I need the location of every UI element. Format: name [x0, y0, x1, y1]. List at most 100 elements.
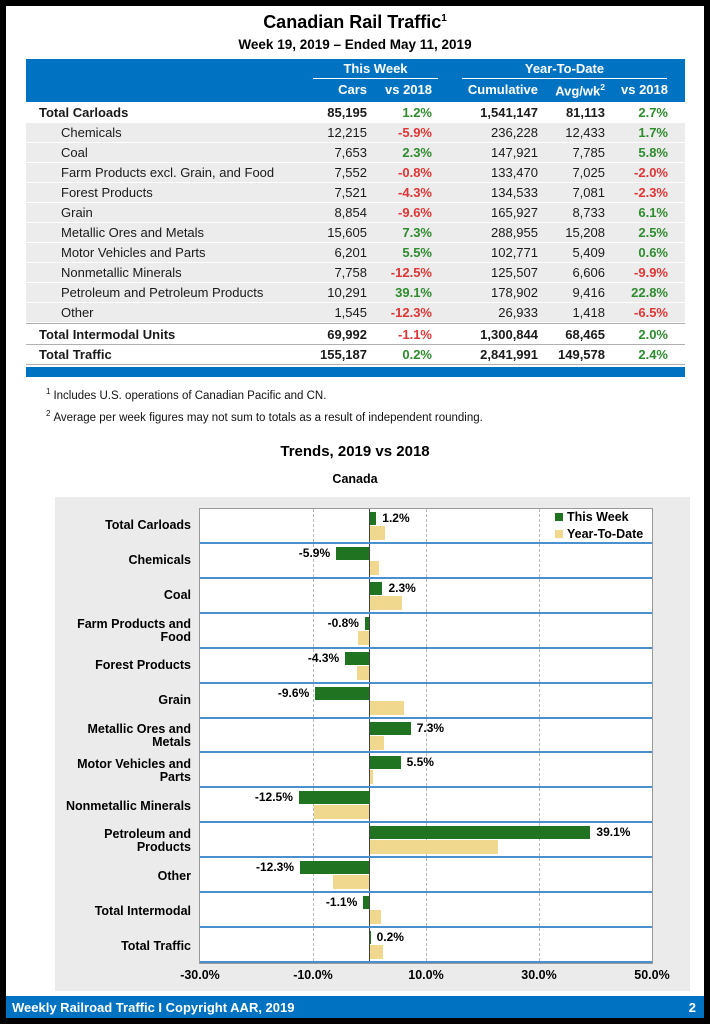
this-week-bar: [300, 861, 370, 875]
chart-category-label: Chemicals: [128, 553, 191, 568]
chart-category-label: Total Carloads: [105, 517, 191, 532]
cell-ytd-vs2018: -2.0%: [634, 165, 668, 180]
column-header-row: Cars vs 2018 Cumulative Avg/wk2 vs 2018: [26, 82, 685, 100]
table-row: Total Intermodal Units 69,992 -1.1% 1,300,8…: [26, 323, 685, 344]
page-title: Canadian Rail Traffic1: [6, 12, 704, 33]
group-header-year-to-date: Year-To-Date: [462, 61, 667, 79]
this-week-swatch: [555, 513, 563, 521]
table-row: Motor Vehicles and Parts 6,201 5.5% 102,771…: [26, 243, 685, 263]
footer-page-number: 2: [688, 999, 696, 1015]
year-to-date-bar: [369, 735, 384, 750]
this-week-bar: [363, 896, 370, 910]
cell-cumulative: 133,470: [491, 165, 538, 180]
page-title-text: Canadian Rail Traffic: [263, 12, 442, 32]
year-to-date-bar: [313, 805, 370, 820]
table-row: Other 1,545 -12.3% 26,933 1,418 -6.5%: [26, 303, 685, 323]
this-week-bar: [336, 546, 370, 560]
cell-cars: 69,992: [327, 326, 367, 342]
chart-row: -0.8%: [200, 613, 652, 649]
cell-cumulative: 102,771: [491, 245, 538, 260]
cell-cars: 12,215: [327, 125, 367, 140]
legend-label-this-week: This Week: [567, 510, 629, 524]
cell-cars: 7,653: [334, 145, 367, 160]
cell-avgwk: 5,409: [572, 245, 605, 260]
gridline: [426, 543, 427, 577]
gridline: [426, 578, 427, 612]
table-header: This Week Year-To-Date Cars vs 2018 Cumu…: [26, 59, 685, 102]
legend-item-year-to-date: Year-To-Date: [555, 527, 643, 541]
zero-axis-line: [368, 753, 371, 787]
cell-ytd-vs2018: -2.3%: [634, 185, 668, 200]
gridline: [426, 823, 427, 857]
bar-value-label: -12.5%: [254, 790, 293, 805]
zero-axis-line: [368, 683, 371, 717]
gridline: [426, 648, 427, 682]
footnote-1-marker: 1: [46, 387, 51, 396]
chart-category-label: Total Traffic: [121, 938, 191, 953]
zero-axis-line: [368, 928, 371, 961]
chart-row: 7.3%: [200, 718, 652, 754]
chart-row: -12.5%: [200, 788, 652, 824]
zero-axis-line: [368, 648, 371, 682]
cell-cars: 7,521: [334, 185, 367, 200]
bar-value-label: 39.1%: [596, 825, 631, 840]
zero-axis-line: [368, 509, 371, 542]
gridline: [539, 893, 540, 927]
chart-category-label: Farm Products and Food: [77, 616, 191, 644]
chart-row: -12.3%: [200, 858, 652, 894]
footnote-2-text: Average per week figures may not sum to …: [53, 411, 483, 424]
gridline: [426, 509, 427, 542]
row-label: Total Traffic: [39, 347, 112, 362]
table-body: Total Carloads 85,195 1.2% 1,541,147 81,113 2…: [26, 102, 685, 365]
cell-avgwk: 9,416: [572, 285, 605, 300]
table-row: Metallic Ores and Metals 15,605 7.3% 288,95…: [26, 223, 685, 243]
cell-avgwk: 7,025: [572, 165, 605, 180]
cell-ytd-vs2018: 1.7%: [638, 125, 668, 140]
this-week-bar: [298, 791, 370, 805]
cell-cumulative: 165,927: [491, 205, 538, 220]
gridline: [539, 613, 540, 647]
gridline: [539, 509, 540, 542]
cell-ytd-vs2018: 2.4%: [638, 347, 668, 362]
year-to-date-bar: [369, 700, 404, 715]
row-label: Total Carloads: [39, 105, 129, 120]
cell-ytd-vs2018: -6.5%: [634, 305, 668, 320]
bar-value-label: 1.2%: [382, 511, 410, 525]
cell-avgwk: 81,113: [565, 105, 605, 120]
cell-avgwk: 6,606: [572, 265, 605, 280]
chart-category-label: Total Intermodal: [94, 903, 191, 918]
cell-cumulative: 1,300,844: [480, 326, 538, 342]
chart-category-label: Other: [157, 868, 191, 883]
row-label: Other: [61, 305, 94, 320]
row-label: Farm Products excl. Grain, and Food: [61, 165, 275, 180]
gridline: [539, 928, 540, 961]
gridline: [313, 718, 314, 752]
cell-cumulative: 26,933: [498, 305, 538, 320]
zero-axis-line: [368, 858, 371, 892]
gridline: [313, 823, 314, 857]
row-label: Metallic Ores and Metals: [61, 225, 205, 240]
chart-title: Trends, 2019 vs 2018: [280, 443, 430, 460]
year-to-date-bar: [369, 840, 499, 855]
chart-plot-area: 1.2% -5.9% 2.3% -0.8% -4.3% -9.6% 7.3% 5.5% -12.…: [199, 508, 653, 964]
gridline: [539, 823, 540, 857]
bar-value-label: -1.1%: [325, 895, 358, 910]
gridline: [313, 648, 314, 682]
cell-avgwk: 149,578: [558, 347, 605, 362]
x-axis-tick-label: 30.0%: [521, 968, 557, 982]
gridline: [426, 683, 427, 717]
gridline: [539, 718, 540, 752]
bar-value-label: -9.6%: [277, 685, 310, 700]
group-header-this-week: This Week: [313, 61, 438, 79]
this-week-bar: [345, 651, 370, 665]
year-to-date-bar: [369, 910, 381, 925]
cell-cars: 8,854: [334, 205, 367, 220]
footnote-1-text: Includes U.S. operations of Canadian Pac…: [53, 389, 327, 402]
cell-avgwk: 12,433: [565, 125, 605, 140]
cell-cars: 6,201: [334, 245, 367, 260]
table-row: Total Traffic 155,187 0.2% 2,841,991 149,578…: [26, 344, 685, 365]
gridline: [313, 858, 314, 892]
chart-category-labels: Total Carloads Chemicals Coal Farm Products…: [55, 508, 191, 964]
cell-cars: 85,195: [327, 105, 367, 120]
